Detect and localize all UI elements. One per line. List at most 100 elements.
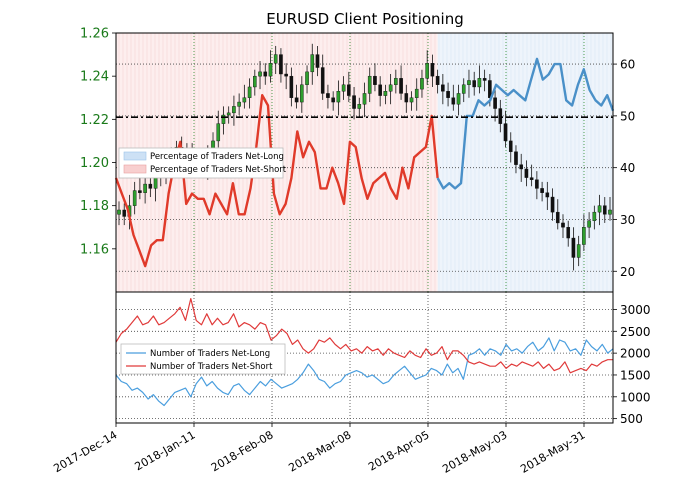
x-tick-label: 2018-Jan-11 <box>133 428 198 473</box>
candle-body <box>404 93 409 103</box>
candle-body <box>378 84 382 96</box>
candle-body <box>576 244 581 258</box>
candle-body <box>409 97 414 103</box>
candle-body <box>326 93 330 98</box>
candle-body <box>602 205 607 215</box>
candle-body <box>582 227 586 245</box>
candle-body <box>148 183 153 189</box>
candle-body <box>132 190 137 206</box>
chart-title: EURUSD Client Positioning <box>266 10 464 28</box>
candle-body <box>310 54 315 73</box>
candle-body <box>461 84 466 94</box>
right-tick-label: 3000 <box>620 303 651 317</box>
candle-body <box>300 84 304 103</box>
left-tick-label: 1.16 <box>80 242 109 257</box>
candle-body <box>362 93 367 105</box>
candle-body <box>305 71 309 85</box>
candle-body <box>446 91 450 98</box>
candle-body <box>493 97 497 109</box>
legend-label-net-long: Percentage of Traders Net-Long <box>150 152 284 162</box>
x-tick-label: 2018-May-03 <box>440 428 509 476</box>
candle-body <box>608 209 612 215</box>
candle-body <box>555 211 560 224</box>
x-tick-label: 2017-Dec-14 <box>51 428 119 475</box>
candle-body <box>253 75 257 88</box>
net-long-percent-line <box>436 57 615 190</box>
candle-body <box>571 237 576 258</box>
bottom-panel-ticks: 500 1000 1500 2000 2500 3000 <box>613 303 651 426</box>
candle-body <box>435 75 440 85</box>
x-tick-label: 2018-Apr-05 <box>366 428 431 473</box>
candle-body <box>592 211 597 221</box>
candle-body <box>420 78 424 90</box>
candle-body <box>268 63 273 77</box>
left-tick-label: 1.18 <box>80 199 109 214</box>
candle-body <box>550 196 555 213</box>
candle-body <box>289 75 294 98</box>
right-tick-label: 30 <box>620 213 635 227</box>
candle-body <box>263 71 268 77</box>
legend-swatch-net-long <box>123 151 147 161</box>
candle-body <box>498 108 503 124</box>
candle-body <box>425 63 429 79</box>
candle-body <box>514 151 518 165</box>
net-short-percent-line <box>114 93 439 268</box>
x-tick-label: 2018-Mar-08 <box>286 428 353 474</box>
candle-body <box>247 86 252 98</box>
candle-body <box>472 80 476 88</box>
right-tick-label: 50 <box>620 109 635 123</box>
candle-body <box>519 164 524 170</box>
candle-body <box>320 67 325 94</box>
right-tick-label: 1000 <box>620 390 651 404</box>
candle-body <box>394 78 398 85</box>
candle-body <box>482 78 487 81</box>
legend-label-net-short: Percentage of Traders Net-Short <box>150 165 287 175</box>
candle-body <box>529 177 534 180</box>
candle-body <box>451 97 456 105</box>
candle-body <box>545 192 550 198</box>
legend-label-traders-net-short: Number of Traders Net-Short <box>150 362 273 372</box>
candle-body <box>258 71 262 77</box>
candle-body <box>388 84 393 92</box>
candle-body <box>587 220 591 228</box>
candle-body <box>508 140 513 152</box>
right-tick-label: 60 <box>620 58 635 72</box>
trader-count-legend: Number of Traders Net-Long Number of Tra… <box>120 343 286 375</box>
bottom-panel-frame <box>115 291 614 424</box>
candle-body <box>383 91 388 96</box>
trader-count-lines <box>115 298 614 407</box>
candle-body <box>294 97 299 103</box>
candle-body <box>414 88 419 98</box>
left-tick-label: 1.20 <box>80 156 109 171</box>
legend-box <box>118 147 284 179</box>
candle-body <box>467 80 471 85</box>
candle-body <box>399 78 403 94</box>
traders-net-short-line <box>115 298 613 374</box>
candle-body <box>273 54 278 64</box>
percent-legend: Percentage of Traders Net-Long Percentag… <box>118 147 287 179</box>
candle-body <box>477 78 482 88</box>
left-tick-label: 1.24 <box>80 70 109 85</box>
candle-body <box>284 73 288 77</box>
candle-body <box>503 123 508 142</box>
candle-body <box>226 112 231 116</box>
candle-body <box>237 101 241 107</box>
x-tick-label: 2018-May-31 <box>518 428 587 476</box>
right-tick-label: 20 <box>620 265 635 279</box>
candle-body <box>143 183 147 193</box>
x-axis-ticks: 2017-Dec-14 2018-Jan-11 2018-Feb-08 2018-Ma… <box>51 423 588 476</box>
candle-body <box>331 97 335 103</box>
right-tick-label: 500 <box>620 412 643 426</box>
top-panel-ticks: 1.16 1.18 1.20 1.22 1.24 1.26 20 30 40 50 60 <box>80 27 635 279</box>
right-tick-label: 40 <box>620 161 635 175</box>
traders-net-long-line <box>115 337 614 407</box>
candle-body <box>561 222 565 228</box>
right-tick-label: 1500 <box>620 368 651 382</box>
candle-body <box>216 123 221 142</box>
candle-body <box>367 75 372 94</box>
x-tick-label: 2018-Feb-08 <box>209 428 276 474</box>
candle-body <box>138 190 142 193</box>
percent-lines <box>114 57 615 268</box>
candle-body <box>373 75 377 85</box>
